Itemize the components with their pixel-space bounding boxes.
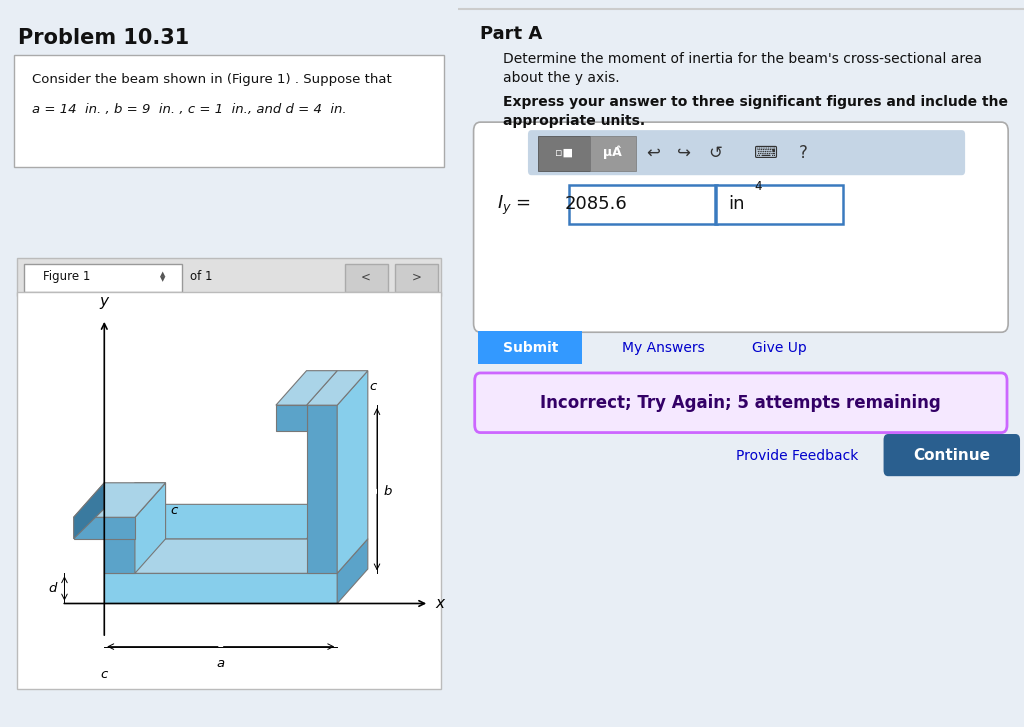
Text: Consider the beam shown in (Figure 1) . Suppose that: Consider the beam shown in (Figure 1) . … [32, 73, 392, 86]
Text: in: in [728, 196, 744, 213]
Polygon shape [104, 539, 368, 574]
FancyBboxPatch shape [478, 331, 582, 364]
Text: c: c [100, 668, 108, 681]
Text: c: c [369, 379, 376, 393]
FancyBboxPatch shape [473, 122, 1009, 332]
FancyBboxPatch shape [884, 434, 1020, 476]
Text: Give Up: Give Up [753, 340, 807, 355]
Text: ?: ? [799, 144, 808, 161]
Polygon shape [275, 371, 337, 405]
Text: Figure 1: Figure 1 [43, 270, 91, 284]
Text: ▫■: ▫■ [555, 148, 572, 158]
Text: a: a [217, 657, 225, 670]
Text: Incorrect; Try Again; 5 attempts remaining: Incorrect; Try Again; 5 attempts remaini… [541, 394, 941, 411]
Text: about the y axis.: about the y axis. [503, 71, 620, 85]
Text: Continue: Continue [913, 448, 990, 462]
Polygon shape [306, 371, 368, 405]
FancyBboxPatch shape [395, 264, 438, 292]
FancyBboxPatch shape [716, 185, 844, 224]
Text: Express your answer to three significant figures and include the: Express your answer to three significant… [503, 95, 1008, 108]
Text: Submit: Submit [503, 340, 558, 355]
Text: Provide Feedback: Provide Feedback [736, 449, 859, 463]
Text: y: y [99, 294, 109, 308]
Text: Problem 10.31: Problem 10.31 [18, 28, 189, 48]
FancyBboxPatch shape [17, 292, 440, 689]
Text: a = 14  in. , b = 9  in. , c = 1  in., and d = 4  in.: a = 14 in. , b = 9 in. , c = 1 in., and … [32, 103, 347, 116]
Polygon shape [337, 539, 368, 603]
FancyBboxPatch shape [13, 55, 444, 167]
Polygon shape [104, 518, 135, 574]
Text: μÂ: μÂ [603, 146, 622, 159]
Text: ↪: ↪ [677, 144, 691, 161]
Polygon shape [104, 483, 166, 518]
Polygon shape [275, 405, 306, 431]
FancyBboxPatch shape [569, 185, 717, 224]
Text: d: d [48, 582, 56, 595]
Polygon shape [104, 574, 337, 603]
Polygon shape [135, 505, 337, 539]
Text: Determine the moment of inertia for the beam's cross-sectional area: Determine the moment of inertia for the … [503, 52, 982, 66]
FancyBboxPatch shape [25, 264, 181, 292]
FancyBboxPatch shape [528, 130, 965, 175]
FancyBboxPatch shape [539, 136, 590, 171]
Text: c: c [170, 504, 178, 517]
Polygon shape [74, 518, 135, 539]
Text: b: b [383, 485, 391, 498]
Text: 2085.6: 2085.6 [565, 196, 628, 213]
Text: 4: 4 [755, 180, 762, 193]
Polygon shape [337, 371, 368, 574]
FancyBboxPatch shape [590, 136, 636, 171]
Text: ⌨: ⌨ [755, 144, 778, 161]
Polygon shape [135, 483, 166, 574]
Text: of 1: of 1 [190, 270, 212, 284]
Text: ↩: ↩ [646, 144, 660, 161]
Polygon shape [306, 405, 337, 574]
Text: $I_y$ =: $I_y$ = [498, 194, 531, 217]
Polygon shape [74, 483, 104, 539]
Text: Part A: Part A [480, 25, 543, 44]
Text: <: < [361, 270, 371, 284]
Text: appropriate units.: appropriate units. [503, 114, 645, 128]
Polygon shape [74, 483, 166, 518]
FancyBboxPatch shape [17, 258, 440, 296]
FancyBboxPatch shape [475, 373, 1007, 433]
Text: >: > [412, 270, 422, 284]
Text: x: x [435, 596, 444, 611]
Text: My Answers: My Answers [622, 340, 705, 355]
Text: ▲
▼: ▲ ▼ [160, 271, 165, 283]
Text: ↺: ↺ [709, 144, 722, 161]
FancyBboxPatch shape [345, 264, 388, 292]
